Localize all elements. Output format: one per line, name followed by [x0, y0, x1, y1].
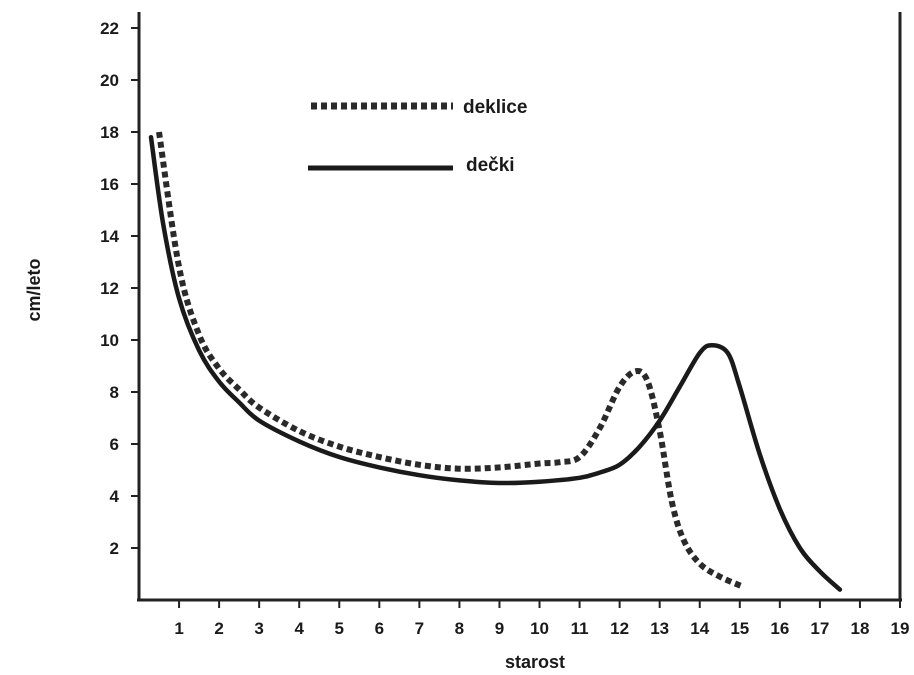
y-ticks: 2 4 6 8 10 12 14 16 18 20 22	[100, 19, 139, 558]
y-tick-label: 12	[100, 279, 119, 298]
axes	[137, 12, 902, 602]
y-axis-title: cm/leto	[24, 258, 44, 321]
x-tick-label: 3	[254, 619, 263, 638]
x-tick-label: 8	[455, 619, 464, 638]
legend-label-deklice: deklice	[463, 97, 527, 118]
x-tick-label: 13	[650, 619, 669, 638]
x-axis-title: starost	[505, 652, 565, 672]
y-tick-label: 20	[100, 71, 119, 90]
x-tick-label: 2	[214, 619, 223, 638]
x-tick-label: 11	[571, 619, 589, 638]
x-tick-label: 19	[891, 619, 910, 638]
legend-label-decki: dečki	[466, 155, 515, 176]
x-tick-label: 15	[730, 619, 749, 638]
x-tick-label: 14	[690, 619, 709, 638]
x-tick-label: 6	[375, 619, 384, 638]
y-tick-label: 6	[110, 435, 119, 454]
x-tick-label: 12	[610, 619, 629, 638]
x-tick-label: 4	[294, 619, 304, 638]
series-line-decki	[148, 134, 843, 592]
y-tick-label: 10	[100, 331, 119, 350]
legend: deklice dečki	[308, 97, 527, 176]
y-tick-label: 2	[110, 539, 119, 558]
y-tick-label: 16	[100, 175, 119, 194]
x-tick-label: 9	[495, 619, 504, 638]
x-tick-label: 5	[335, 619, 344, 638]
x-tick-label: 18	[850, 619, 869, 638]
series-layer	[148, 131, 843, 592]
x-tick-label: 1	[174, 619, 183, 638]
x-ticks: 1 2 3 4 5 6 7 8 9 10 11 12 13 14 15 16 17 18 19	[174, 600, 909, 638]
y-tick-label: 4	[110, 487, 120, 506]
x-tick-label: 16	[770, 619, 789, 638]
series-line-deklice	[156, 131, 745, 590]
x-tick-label: 7	[415, 619, 424, 638]
y-tick-label: 22	[100, 19, 119, 38]
x-tick-label: 10	[530, 619, 549, 638]
y-tick-label: 8	[110, 383, 119, 402]
x-tick-label: 17	[810, 619, 829, 638]
y-tick-label: 14	[100, 227, 119, 246]
y-tick-label: 18	[100, 123, 119, 142]
